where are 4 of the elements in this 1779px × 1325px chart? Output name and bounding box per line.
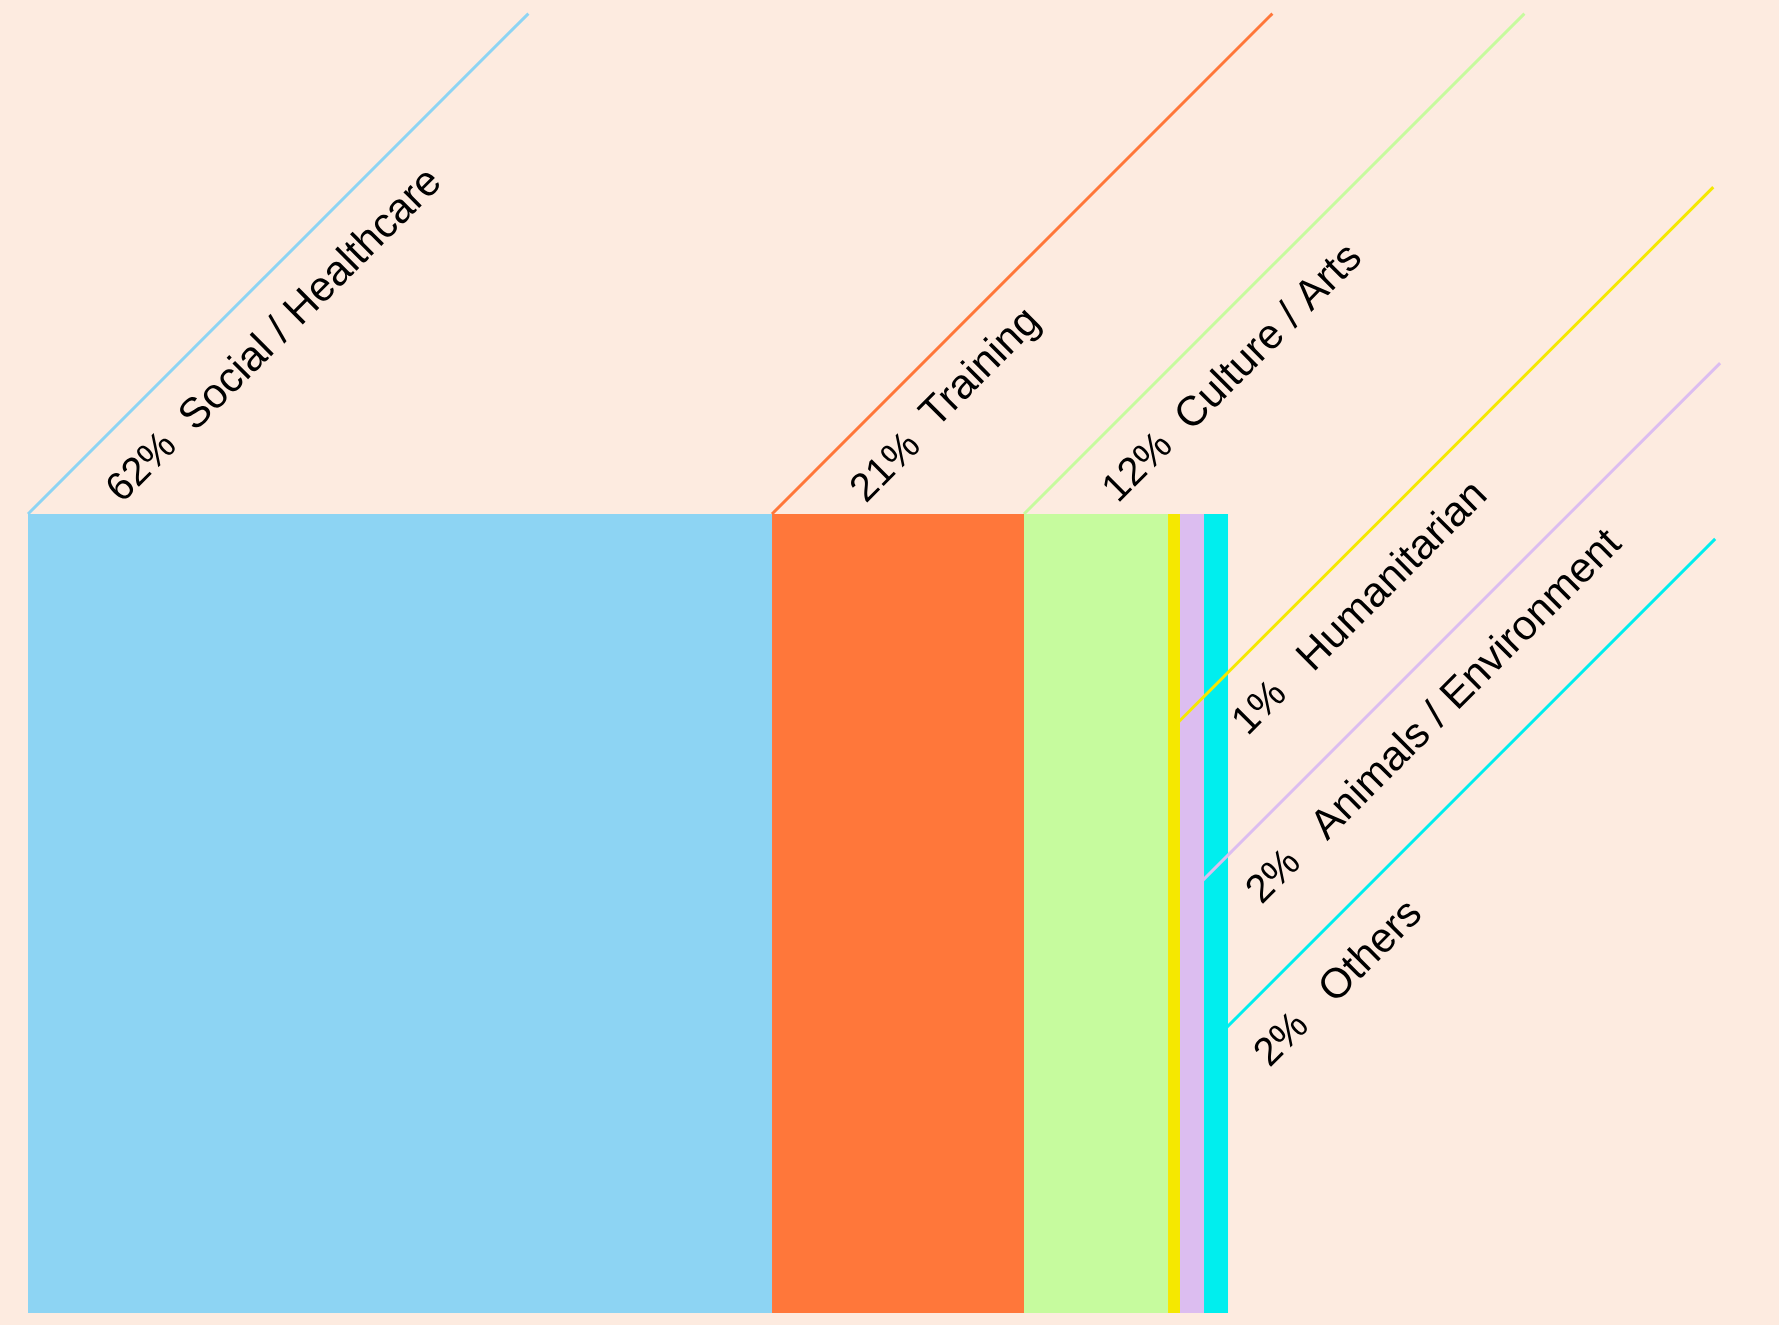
data-label: 2% — [1254, 1013, 1307, 1067]
data-label: 2% — [1246, 850, 1299, 904]
data-label: 1% — [1234, 681, 1285, 735]
data-label: 62% — [107, 433, 175, 499]
